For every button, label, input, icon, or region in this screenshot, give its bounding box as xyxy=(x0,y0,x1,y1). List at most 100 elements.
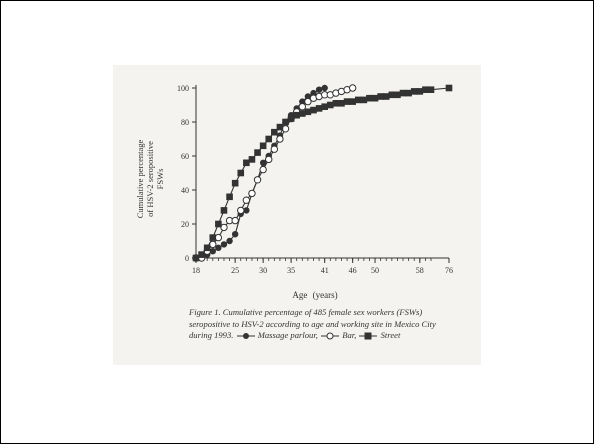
series-line-1 xyxy=(196,87,353,259)
point-street xyxy=(299,110,306,117)
point-street xyxy=(293,111,301,119)
point-street xyxy=(410,88,418,95)
point-street xyxy=(243,159,250,167)
point-massage xyxy=(243,207,250,214)
point-street xyxy=(445,84,453,92)
point-bar xyxy=(253,176,262,184)
point-street xyxy=(192,254,200,262)
point-massage xyxy=(215,244,222,251)
point-street xyxy=(371,94,379,102)
point-bar xyxy=(348,84,357,92)
x-tick-label: 46 xyxy=(349,266,357,275)
point-street xyxy=(399,89,407,97)
point-street xyxy=(416,88,424,95)
point-street xyxy=(349,98,356,105)
point-massage xyxy=(231,231,239,238)
point-street xyxy=(394,91,401,99)
y-tick-label: 0 xyxy=(185,254,189,263)
point-massage xyxy=(226,237,233,245)
point-street xyxy=(265,135,273,143)
point-bar xyxy=(214,233,223,242)
point-street xyxy=(366,94,373,102)
legend-street-label: Street xyxy=(380,330,401,340)
chart-series xyxy=(192,84,453,262)
point-street xyxy=(354,96,362,104)
y-axis-label-line-2: of HSV-2 seropositive xyxy=(145,141,155,217)
point-massage xyxy=(315,86,323,93)
point-street xyxy=(287,115,295,122)
y-tick-label: 80 xyxy=(181,118,189,127)
x-tick-label: 25 xyxy=(231,266,239,275)
point-bar xyxy=(304,97,312,106)
point-bar xyxy=(298,103,307,111)
figure-caption: Figure 1. Cumulative percentage of 485 f… xyxy=(189,307,459,342)
legend-bar-label: Bar, xyxy=(342,330,357,340)
legend-massage-marker xyxy=(236,333,255,340)
point-bar xyxy=(237,206,245,215)
x-tick-label: 41 xyxy=(321,266,329,275)
legend-bar-marker xyxy=(321,332,340,340)
point-street xyxy=(282,118,289,126)
point-bar xyxy=(276,135,284,143)
y-tick-label: 60 xyxy=(181,152,189,161)
legend-massage-label: Massage parlour, xyxy=(257,330,318,340)
point-street xyxy=(405,89,412,97)
point-street xyxy=(422,86,429,93)
chart-axes: 0 20 40 60 80 100 18 25 30 35 41 46 50 58 76 xyxy=(177,84,453,275)
point-massage xyxy=(299,98,306,105)
point-street xyxy=(254,149,261,156)
point-bar xyxy=(259,165,267,174)
point-street xyxy=(209,234,217,241)
caption-text: Figure 1. Cumulative percentage of 485 f… xyxy=(189,307,436,340)
x-tick-label: 35 xyxy=(287,266,295,275)
point-massage xyxy=(220,241,228,248)
point-street xyxy=(338,100,345,107)
x-tick-label: 30 xyxy=(259,266,267,275)
point-street xyxy=(304,108,312,116)
y-tick-label: 40 xyxy=(181,186,189,195)
point-bar xyxy=(281,125,290,133)
point-bar xyxy=(248,189,256,198)
point-street xyxy=(315,105,323,112)
point-street xyxy=(220,207,228,214)
point-street xyxy=(388,91,396,99)
point-street xyxy=(326,101,334,109)
point-street xyxy=(276,123,284,131)
x-tick-label: 58 xyxy=(416,266,424,275)
point-street xyxy=(377,93,384,100)
point-street xyxy=(382,93,390,100)
point-bar xyxy=(270,145,279,153)
point-street xyxy=(231,179,239,187)
point-street xyxy=(427,86,435,93)
point-street xyxy=(203,244,211,252)
x-tick-label: 50 xyxy=(371,266,379,275)
point-bar xyxy=(242,196,251,204)
x-tick-label: 76 xyxy=(445,266,453,275)
point-massage xyxy=(310,89,317,97)
point-street xyxy=(343,98,351,105)
point-street xyxy=(198,251,205,258)
point-street xyxy=(248,156,256,163)
y-axis-label-line-1: Cumulative percentage xyxy=(135,139,145,218)
point-street xyxy=(332,100,340,107)
x-tick-label: 18 xyxy=(192,266,200,275)
y-tick-label: 100 xyxy=(177,84,189,93)
point-bar xyxy=(265,155,273,164)
point-bar xyxy=(220,223,228,232)
point-massage xyxy=(259,159,267,166)
legend-street-marker xyxy=(359,332,378,340)
x-axis-label: Age (years) xyxy=(292,290,337,300)
y-axis-label-line-3: FSWs xyxy=(155,169,165,190)
point-massage xyxy=(321,84,328,92)
point-street xyxy=(215,220,222,228)
point-massage xyxy=(209,248,216,255)
point-street xyxy=(259,142,267,150)
point-street xyxy=(237,169,245,177)
y-tick-label: 20 xyxy=(181,220,189,229)
point-street xyxy=(226,193,233,201)
point-street xyxy=(271,128,278,136)
point-street xyxy=(360,96,368,104)
point-massage xyxy=(304,93,312,100)
